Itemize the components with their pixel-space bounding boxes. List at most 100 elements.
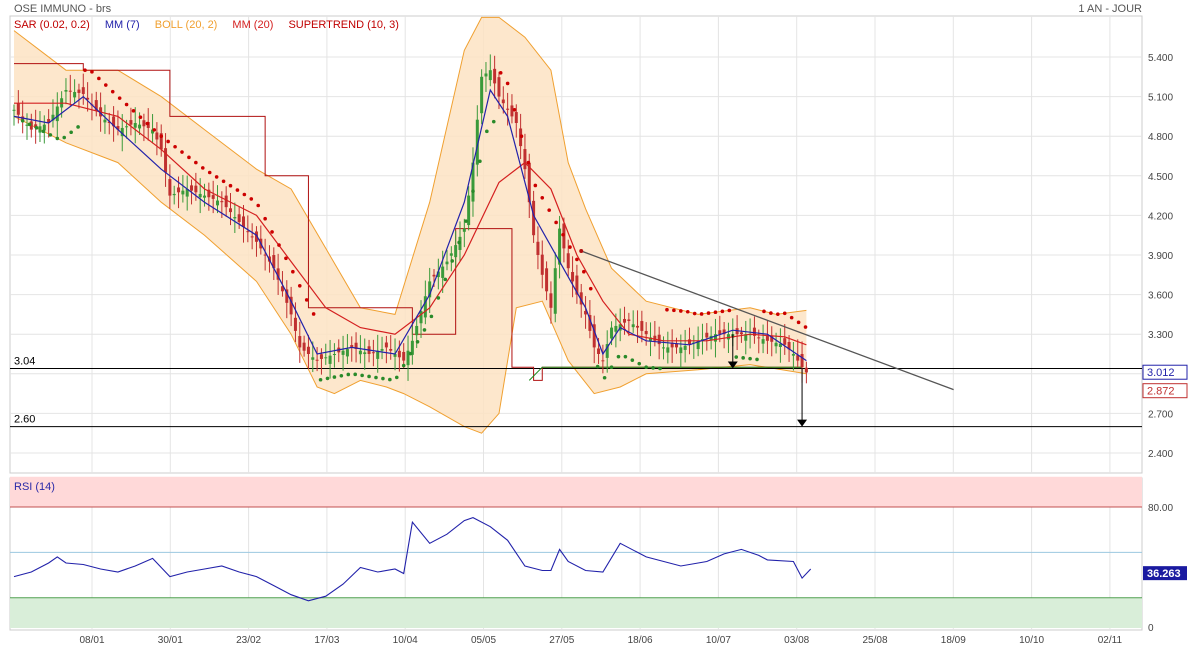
sar-dot-up [374, 375, 378, 380]
sar-dot-up [367, 374, 371, 379]
target-arrow-head [727, 361, 738, 369]
candle-body [804, 367, 808, 373]
sar-dot-down [512, 108, 517, 112]
sar-dot-down [228, 183, 233, 188]
sar-dot-up [318, 377, 323, 382]
candle-body [51, 114, 55, 121]
sar-dot-up [20, 119, 25, 123]
sar-dot-down [776, 312, 780, 316]
candle-body [471, 162, 475, 202]
candle-body [744, 334, 748, 341]
candle-body [276, 268, 280, 280]
candle-body [571, 271, 575, 282]
sar-dot-up [69, 130, 73, 135]
sar-dot-up [353, 372, 358, 377]
candle-body [467, 195, 471, 226]
legend-mm7[interactable]: MM (7) [104, 19, 140, 31]
sar-dot-up [478, 159, 482, 164]
candle-body [783, 338, 787, 345]
sar-dot-up [658, 366, 662, 371]
sar-dot-down [200, 166, 205, 170]
candle-body [328, 355, 332, 364]
sar-dot-down [706, 311, 711, 315]
candle-body [172, 193, 176, 196]
sar-dot-down [173, 144, 177, 149]
mm7-line [13, 88, 807, 362]
candle-body [350, 345, 354, 348]
sar-dot-up [48, 133, 53, 137]
candle-body [285, 289, 289, 303]
candle-body [575, 275, 579, 295]
candle-body [705, 332, 709, 338]
sar-dot-down [672, 308, 676, 313]
sar-dot-down [90, 70, 94, 74]
candle-body [138, 124, 142, 129]
candle-body [566, 253, 570, 269]
candle-body [601, 360, 605, 362]
date-tick-label: 05/05 [471, 635, 496, 646]
candle-body [415, 325, 419, 336]
candle-body [558, 228, 562, 265]
period-label[interactable]: 1 AN - JOUR [1078, 3, 1142, 15]
candle-body [631, 324, 635, 328]
sar-dot-down [554, 220, 558, 225]
candle-body [12, 109, 16, 111]
rsi-oversold-zone [10, 597, 1142, 628]
candle-body [765, 336, 769, 341]
legend-supertrend[interactable]: SUPERTREND (10, 3) [288, 19, 399, 31]
candle-body [406, 350, 410, 366]
legend-boll[interactable]: BOLL (20, 2) [154, 19, 218, 31]
candle-body [380, 349, 384, 351]
legend-mm20[interactable]: MM (20) [232, 19, 274, 31]
candle-body [610, 327, 614, 339]
candle-body [185, 189, 189, 197]
sar-dot-up [457, 240, 461, 245]
bollinger-band-fill [14, 17, 807, 434]
candle-body [545, 268, 549, 292]
candle-body [644, 330, 648, 335]
rsi-legend[interactable]: RSI (14) [14, 481, 55, 493]
candle-body [371, 352, 375, 354]
candle-body [177, 187, 181, 193]
candle-body [770, 335, 774, 342]
date-tick-label: 18/06 [628, 635, 653, 646]
candle-body [752, 327, 756, 336]
resistance-trendline[interactable] [581, 250, 954, 391]
candle-body [332, 354, 336, 355]
sar-dot-down [124, 102, 129, 107]
candle-body [125, 126, 129, 128]
sar-dot-down [782, 311, 787, 316]
date-tick-label: 08/01 [79, 635, 104, 646]
sar-dot-down [297, 284, 302, 288]
candle-body [250, 236, 254, 238]
sar-dot-down [796, 320, 801, 325]
sar-dot-down [582, 269, 586, 274]
candle-body [55, 106, 59, 122]
candle-body [592, 324, 596, 348]
sar-dot-up [651, 366, 655, 370]
sar-dot-down [284, 256, 288, 261]
sar-dot-down [803, 325, 808, 329]
candle-body [757, 337, 761, 339]
candle-body [428, 281, 432, 298]
legend-sar[interactable]: SAR (0.02, 0.2) [14, 19, 90, 31]
candle-body [527, 162, 531, 203]
candle-body [216, 200, 220, 206]
sar-dot-up [332, 375, 337, 379]
sar-dot-down [207, 170, 212, 175]
sar-dot-up [644, 365, 648, 370]
candle-body [211, 195, 215, 199]
bollinger-upper-line [13, 16, 807, 315]
sar-dot-down [692, 311, 697, 316]
price-tick-label: 5.400 [1148, 53, 1173, 64]
rsi-overbought-zone [10, 476, 1142, 507]
candle-body [449, 253, 453, 256]
candle-body [445, 261, 449, 265]
candle-body [540, 254, 544, 275]
candle-body [718, 330, 722, 335]
sar-dot-up [637, 361, 642, 366]
price-tick-label: 2.700 [1148, 409, 1173, 420]
candle-body [198, 193, 202, 198]
sar-dot-down [547, 208, 551, 212]
